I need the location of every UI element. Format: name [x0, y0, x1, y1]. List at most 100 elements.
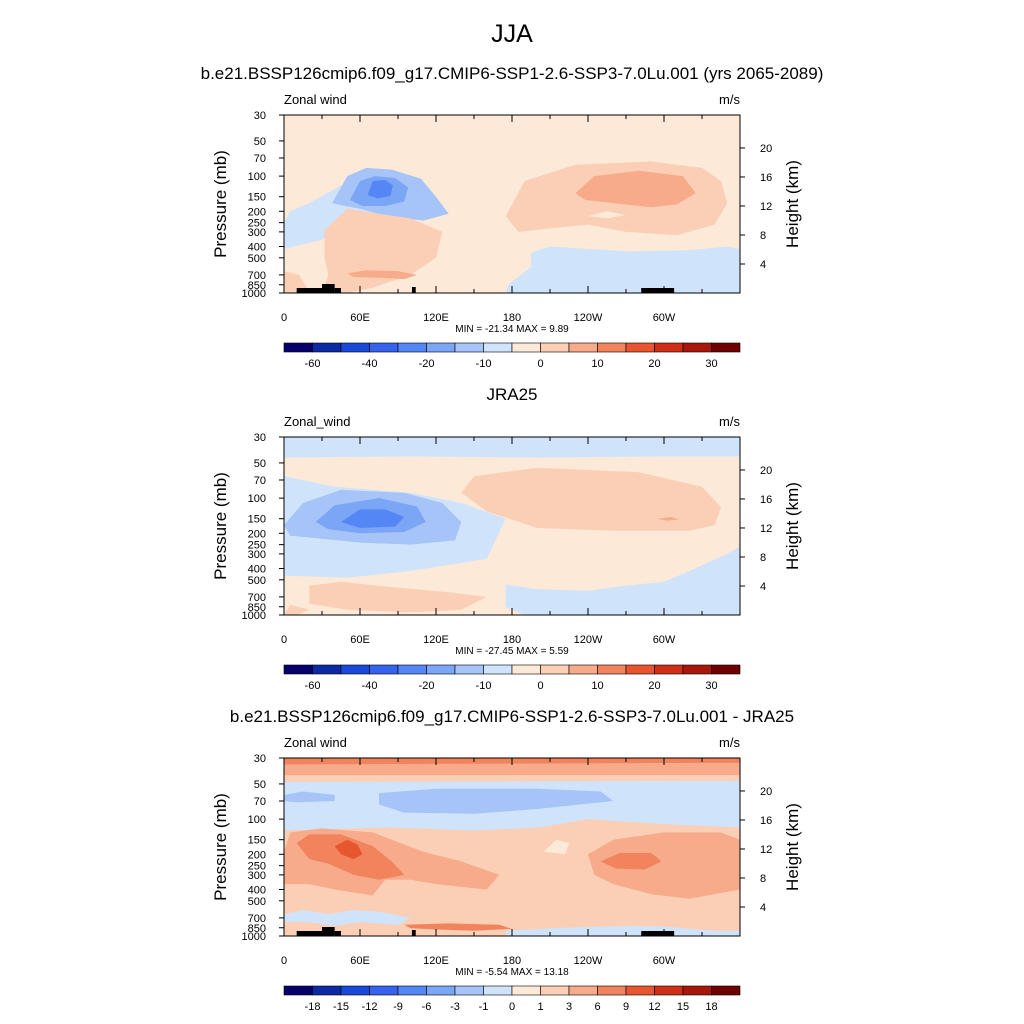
p-tick-label: 30 — [254, 753, 266, 765]
colorbar-label: 3 — [566, 1001, 572, 1013]
x-tick-label: 120E — [423, 955, 449, 967]
contour-region — [284, 604, 310, 615]
p-tick-label: 70 — [254, 475, 266, 487]
colorbar-swatch — [426, 985, 456, 996]
topography-mark — [334, 931, 341, 936]
p-tick-label: 30 — [254, 432, 266, 444]
p-tick-label: 150 — [248, 835, 266, 847]
p-tick-label: 100 — [248, 171, 266, 183]
x-tick-label: 60E — [350, 634, 370, 646]
colorbar-swatch — [397, 664, 427, 675]
p-tick-label: 300 — [248, 227, 266, 239]
colorbar-label: 12 — [648, 1001, 660, 1013]
x-tick-label: 60W — [653, 955, 676, 967]
x-tick-label: 0 — [281, 634, 287, 646]
colorbar-label: 9 — [623, 1001, 629, 1013]
colorbar-label: 0 — [537, 680, 543, 692]
h-tick-label: 8 — [760, 873, 766, 885]
colorbar-swatch — [397, 342, 427, 353]
colorbar-label: 0 — [537, 358, 543, 370]
h-tick-label: 4 — [760, 581, 766, 593]
colorbar-swatch — [340, 664, 370, 675]
colorbar-swatch — [426, 342, 456, 353]
colorbar-swatch — [312, 342, 342, 353]
colorbar-label: -6 — [422, 1001, 432, 1013]
contour-region — [575, 170, 696, 208]
h-tick-label: 8 — [760, 230, 766, 242]
p-tick-label: 500 — [248, 575, 266, 587]
colorbar-swatch — [540, 664, 570, 675]
topography-mark — [334, 288, 341, 293]
p-tick-label: 50 — [254, 779, 266, 791]
x-tick-label: 120W — [574, 634, 603, 646]
colorbar-swatch — [369, 985, 399, 996]
colorbar-swatch — [711, 985, 741, 996]
colorbar-swatch — [682, 985, 712, 996]
units-label: m/s — [719, 414, 740, 429]
colorbar-swatch — [397, 985, 427, 996]
p-tick-label: 50 — [254, 136, 266, 148]
panel-title: b.e21.BSSP126cmip6.f09_g17.CMIP6-SSP1-2.… — [201, 64, 824, 83]
colorbar-label: -10 — [476, 358, 492, 370]
colorbar-label: -40 — [362, 680, 378, 692]
colorbar-swatch — [312, 985, 342, 996]
page-title: JJA — [491, 20, 533, 48]
colorbar-swatch — [483, 985, 513, 996]
contour-region — [379, 788, 614, 814]
stats-label: MIN = -27.45 MAX = 5.59 — [455, 646, 569, 657]
colorbar-swatch — [711, 664, 741, 675]
colorbar-swatch — [369, 342, 399, 353]
colorbar-label: 30 — [705, 358, 717, 370]
p-tick-label: 850 — [248, 923, 266, 935]
y2-axis-label: Height (km) — [783, 803, 802, 891]
colorbar-swatch — [454, 664, 484, 675]
h-tick-label: 16 — [760, 815, 772, 827]
p-tick-label: 50 — [254, 458, 266, 470]
colorbar-swatch — [283, 664, 313, 675]
contour-fill — [284, 437, 740, 615]
colorbar-label: 15 — [677, 1001, 689, 1013]
colorbar-swatch — [483, 342, 513, 353]
colorbar-swatch — [454, 342, 484, 353]
p-tick-label: 250 — [248, 861, 266, 873]
panel-title: JRA25 — [486, 385, 537, 404]
colorbar-swatch — [597, 342, 627, 353]
p-tick-label: 1000 — [242, 931, 266, 943]
p-tick-label: 70 — [254, 153, 266, 165]
h-tick-label: 8 — [760, 552, 766, 564]
colorbar-label: 10 — [591, 358, 603, 370]
contour-region — [657, 517, 680, 521]
colorbar-label: -12 — [362, 1001, 378, 1013]
panel-1: b.e21.BSSP126cmip6.f09_g17.CMIP6-SSP1-2.… — [201, 64, 824, 370]
colorbar-swatch — [340, 342, 370, 353]
x-tick-label: 0 — [281, 955, 287, 967]
colorbar-swatch — [597, 985, 627, 996]
y-axis-label: Pressure (mb) — [211, 150, 230, 258]
colorbar-label: -10 — [476, 680, 492, 692]
contour-region — [505, 546, 740, 615]
x-tick-label: 180 — [503, 955, 521, 967]
p-tick-label: 700 — [248, 913, 266, 925]
p-tick-label: 100 — [248, 493, 266, 505]
p-tick-label: 200 — [248, 849, 266, 861]
contour-region — [588, 832, 740, 899]
colorbar-swatch — [568, 342, 598, 353]
contour-region — [284, 910, 411, 926]
x-tick-label: 60E — [350, 312, 370, 324]
p-tick-label: 150 — [248, 192, 266, 204]
h-tick-label: 16 — [760, 494, 772, 506]
h-tick-label: 20 — [760, 143, 772, 155]
colorbar-label: -3 — [450, 1001, 460, 1013]
colorbar-swatch — [711, 342, 741, 353]
p-tick-label: 1000 — [242, 610, 266, 622]
colorbar-label: 18 — [705, 1001, 717, 1013]
units-label: m/s — [719, 735, 740, 750]
x-tick-label: 60E — [350, 955, 370, 967]
colorbar-label: 20 — [648, 680, 660, 692]
x-tick-label: 60W — [653, 312, 676, 324]
p-tick-label: 150 — [248, 514, 266, 526]
contour-region — [347, 270, 417, 280]
colorbar-swatch — [540, 985, 570, 996]
colorbar-swatch — [511, 664, 541, 675]
y2-axis-label: Height (km) — [783, 482, 802, 570]
